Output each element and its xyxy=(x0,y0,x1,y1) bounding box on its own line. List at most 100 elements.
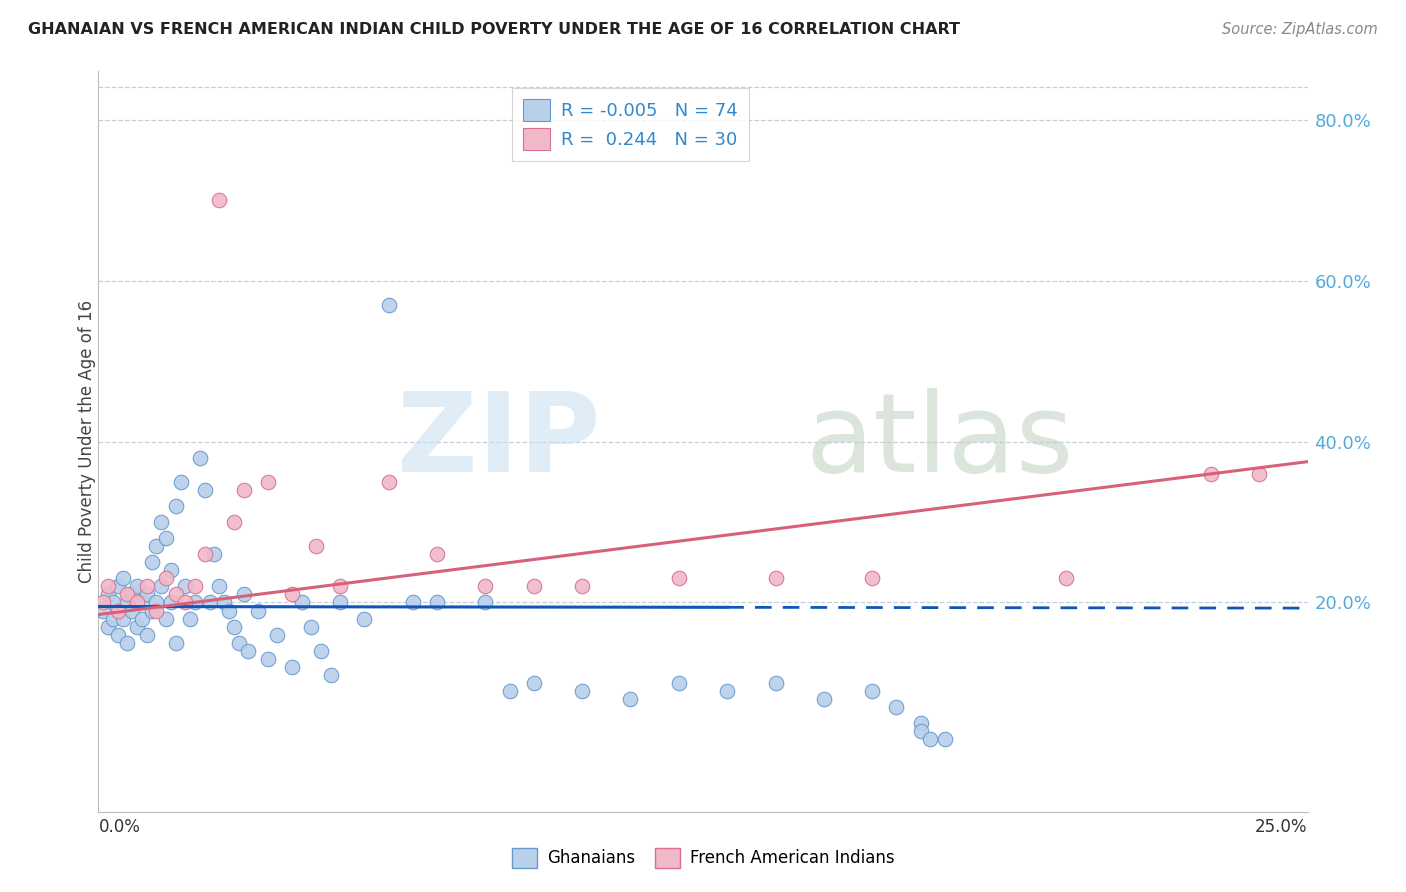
Point xyxy=(402,595,425,609)
Point xyxy=(668,571,690,585)
Point xyxy=(174,595,197,609)
Point xyxy=(165,499,187,513)
Point xyxy=(131,611,153,625)
Point xyxy=(619,692,641,706)
Point xyxy=(238,644,260,658)
Point xyxy=(145,595,167,609)
Point xyxy=(1054,571,1077,585)
Point xyxy=(266,628,288,642)
Point xyxy=(127,619,149,633)
Point xyxy=(184,579,207,593)
Point xyxy=(247,603,270,617)
Point xyxy=(290,595,312,609)
Point xyxy=(309,644,332,658)
Point xyxy=(910,724,932,739)
Point xyxy=(377,475,399,489)
Point xyxy=(155,571,177,585)
Point xyxy=(165,587,187,601)
Point xyxy=(222,619,245,633)
Point xyxy=(329,595,352,609)
Point xyxy=(498,684,520,698)
Point xyxy=(111,571,134,585)
Point xyxy=(169,475,191,489)
Point xyxy=(150,579,173,593)
Point xyxy=(150,515,173,529)
Point xyxy=(97,579,120,593)
Point xyxy=(860,571,883,585)
Point xyxy=(145,603,167,617)
Point xyxy=(101,595,124,609)
Point xyxy=(135,579,157,593)
Point xyxy=(228,636,250,650)
Point xyxy=(91,603,114,617)
Point xyxy=(121,603,143,617)
Point xyxy=(141,603,163,617)
Text: atlas: atlas xyxy=(806,388,1074,495)
Point xyxy=(97,619,120,633)
Point xyxy=(179,611,201,625)
Point xyxy=(1199,467,1222,481)
Point xyxy=(256,475,278,489)
Point xyxy=(107,603,129,617)
Point xyxy=(281,587,304,601)
Point xyxy=(135,587,157,601)
Point xyxy=(111,611,134,625)
Text: 25.0%: 25.0% xyxy=(1256,818,1308,836)
Point xyxy=(131,595,153,609)
Point xyxy=(523,579,546,593)
Point xyxy=(160,595,183,609)
Point xyxy=(319,668,342,682)
Point xyxy=(160,563,183,577)
Point xyxy=(194,547,217,561)
Point xyxy=(765,676,787,690)
Point xyxy=(204,547,226,561)
Point xyxy=(716,684,738,698)
Point xyxy=(91,595,114,609)
Point xyxy=(571,579,593,593)
Point xyxy=(117,595,139,609)
Point xyxy=(127,595,149,609)
Point xyxy=(155,531,177,545)
Point xyxy=(353,611,375,625)
Point xyxy=(184,595,207,609)
Point xyxy=(232,587,254,601)
Point xyxy=(121,587,143,601)
Legend: Ghanaians, French American Indians: Ghanaians, French American Indians xyxy=(505,841,901,875)
Legend: R = -0.005   N = 74, R =  0.244   N = 30: R = -0.005 N = 74, R = 0.244 N = 30 xyxy=(512,87,748,161)
Point xyxy=(208,579,231,593)
Point xyxy=(860,684,883,698)
Point xyxy=(174,579,197,593)
Point xyxy=(232,483,254,497)
Point xyxy=(474,579,496,593)
Point xyxy=(474,595,496,609)
Point xyxy=(329,579,352,593)
Point xyxy=(299,619,322,633)
Point xyxy=(934,732,956,747)
Point xyxy=(813,692,835,706)
Point xyxy=(135,628,157,642)
Point xyxy=(165,636,187,650)
Point xyxy=(523,676,546,690)
Point xyxy=(256,652,278,666)
Point xyxy=(377,298,399,312)
Point xyxy=(107,579,129,593)
Text: GHANAIAN VS FRENCH AMERICAN INDIAN CHILD POVERTY UNDER THE AGE OF 16 CORRELATION: GHANAIAN VS FRENCH AMERICAN INDIAN CHILD… xyxy=(28,22,960,37)
Text: 0.0%: 0.0% xyxy=(98,818,141,836)
Point xyxy=(222,515,245,529)
Point xyxy=(127,579,149,593)
Point xyxy=(188,450,211,465)
Point xyxy=(668,676,690,690)
Point xyxy=(141,555,163,569)
Point xyxy=(281,660,304,674)
Point xyxy=(212,595,235,609)
Point xyxy=(765,571,787,585)
Point xyxy=(198,595,221,609)
Point xyxy=(571,684,593,698)
Point xyxy=(117,636,139,650)
Point xyxy=(194,483,217,497)
Text: ZIP: ZIP xyxy=(396,388,600,495)
Point xyxy=(305,539,328,553)
Point xyxy=(97,587,120,601)
Text: Source: ZipAtlas.com: Source: ZipAtlas.com xyxy=(1222,22,1378,37)
Point xyxy=(920,732,942,747)
